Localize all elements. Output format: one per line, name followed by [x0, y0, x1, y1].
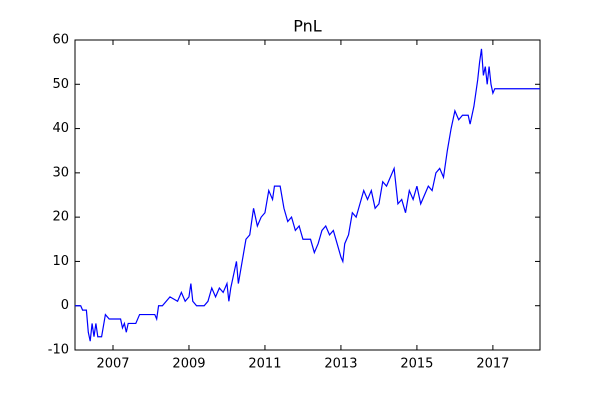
y-tick-label: 10	[52, 254, 69, 269]
chart-title: PnL	[293, 17, 322, 36]
x-tick-label: 2013	[324, 357, 357, 372]
y-tick-label: 20	[52, 210, 69, 225]
x-tick-label: 2017	[476, 357, 509, 372]
y-tick-label: -10	[48, 343, 69, 358]
y-tick-label: 60	[52, 33, 69, 48]
y-tick-label: 30	[52, 165, 69, 180]
y-tick-label: 40	[52, 121, 69, 136]
y-tick-label: 50	[52, 77, 69, 92]
plot-frame	[74, 39, 541, 351]
x-tick-label: 2009	[172, 357, 205, 372]
x-tick-label: 2007	[96, 357, 129, 372]
y-tick-label: 0	[61, 298, 69, 313]
data-line	[75, 48, 540, 342]
x-tick-label: 2011	[248, 357, 281, 372]
x-tick-label: 2015	[400, 357, 433, 372]
